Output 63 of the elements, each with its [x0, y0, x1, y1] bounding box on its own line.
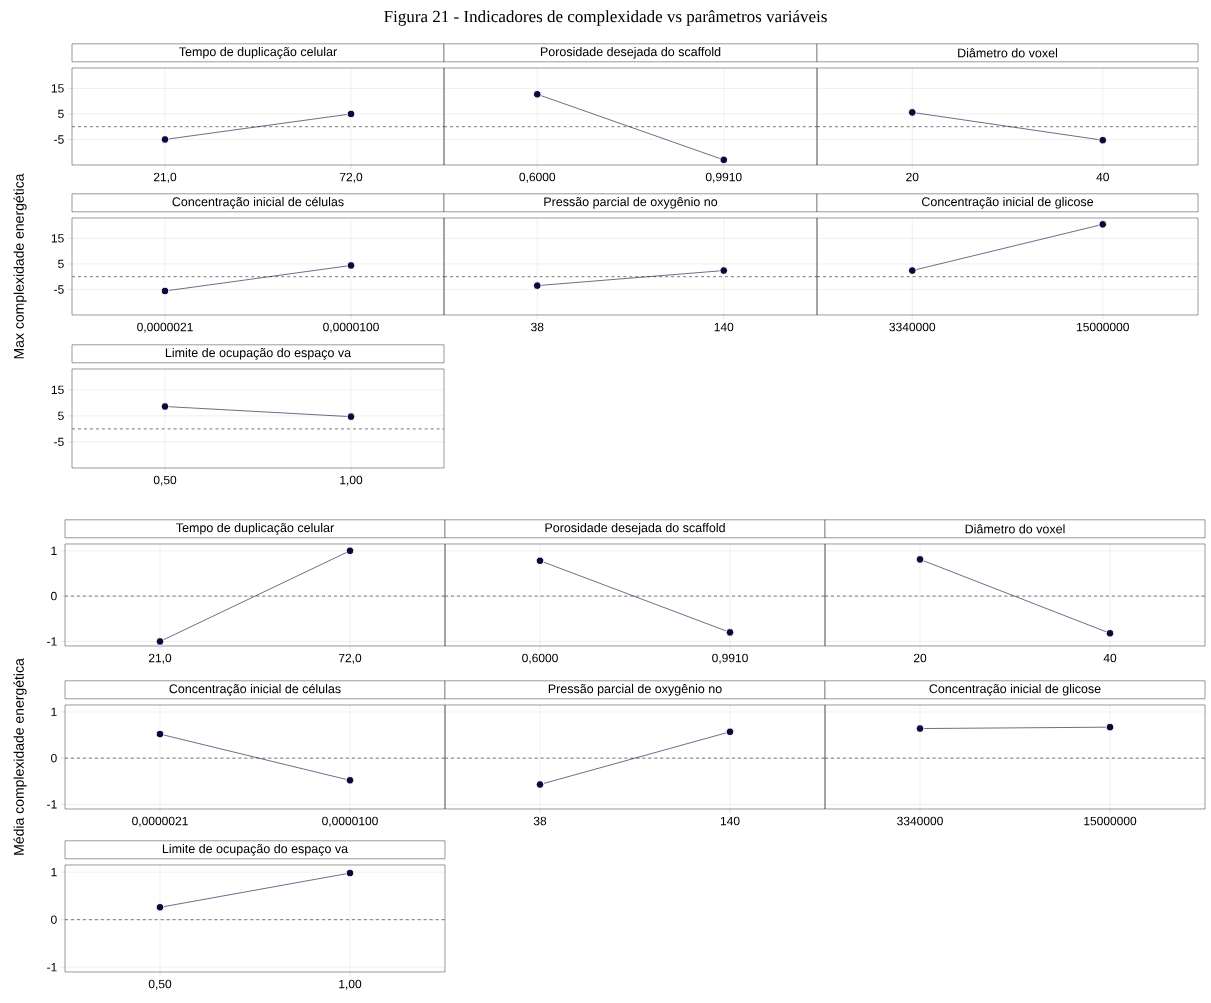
y-tick-label: 15	[51, 84, 64, 93]
chart-title: Diâmetro do voxel	[965, 524, 1065, 534]
chart-title: Pressão parcial de oxygênio no	[548, 683, 722, 696]
chart-title: Tempo de duplicação celular	[179, 46, 337, 59]
x-tick-label: 38	[531, 322, 544, 332]
x-tick-label: 0,50	[153, 475, 177, 486]
chart-title: Concentração inicial de glicose	[929, 683, 1101, 696]
x-tick-label: 38	[533, 816, 547, 826]
x-tick-label: 1,00	[340, 475, 363, 486]
chart-title: Porosidade desejada do scaffold	[545, 522, 725, 535]
x-tick-label: 21,0	[148, 653, 172, 664]
y-tick-label: -1	[47, 963, 57, 972]
chart-title: Tempo de duplicação celular	[176, 522, 334, 535]
y-tick-label: -5	[54, 437, 64, 447]
x-tick-label: 0,0000021	[132, 816, 188, 827]
y-tick-label: 1	[51, 868, 57, 877]
x-tick-label: 0,0000100	[322, 816, 378, 827]
chart-title: Concentração inicial de glicose	[921, 196, 1094, 209]
x-tick-label: 0,50	[148, 979, 172, 990]
x-tick-label: 72,0	[338, 653, 362, 664]
x-tick-label: 0,6000	[519, 172, 556, 183]
chart-title: Pressão parcial de oxygênio no	[544, 196, 718, 209]
chart-title: Limite de ocupação do espaço va	[165, 347, 352, 360]
x-tick-label: 140	[720, 816, 740, 826]
chart-title: Diâmetro do voxel	[958, 48, 1058, 58]
y-tick-label: -1	[47, 800, 57, 809]
x-tick-label: 20	[906, 172, 919, 182]
y-tick-label: 15	[51, 385, 64, 395]
y-axis-title: Média complexidade energética	[13, 658, 27, 855]
chart-title: Concentração inicial de células	[172, 196, 344, 209]
y-tick-label: 1	[51, 707, 57, 717]
chart-title: Limite de ocupação do espaço va	[162, 843, 349, 856]
y-tick-label: 1	[51, 546, 57, 555]
x-tick-label: 0,9910	[705, 172, 742, 183]
x-tick-label: 1,00	[339, 979, 362, 990]
chart-title: Concentração inicial de células	[169, 683, 341, 696]
y-tick-label: -1	[47, 637, 57, 646]
x-tick-label: 0,0000100	[323, 322, 379, 333]
x-tick-label: 140	[714, 322, 734, 332]
x-tick-label: 15000000	[1076, 322, 1129, 332]
x-tick-label: 0,9910	[712, 653, 748, 664]
x-tick-label: 0,0000021	[137, 322, 193, 333]
text: Figura 21 - Indicadores de complexidade vs parâmetros variáveis	[384, 10, 827, 26]
x-tick-label: 3340000	[897, 816, 943, 826]
y-tick-label: 5	[58, 259, 64, 269]
x-tick-label: 40	[1096, 172, 1109, 182]
x-tick-label: 15000000	[1084, 816, 1137, 826]
x-tick-label: 20	[913, 653, 927, 663]
x-tick-label: 0,6000	[522, 653, 558, 664]
y-tick-label: 5	[58, 411, 64, 421]
y-tick-label: -5	[54, 285, 64, 294]
y-tick-label: 0	[51, 915, 57, 924]
y-tick-label: 5	[58, 109, 64, 119]
y-tick-label: -5	[54, 135, 64, 144]
y-tick-label: 0	[51, 753, 57, 763]
x-tick-label: 21,0	[153, 172, 177, 183]
x-tick-label: 40	[1103, 653, 1117, 663]
x-tick-label: 72,0	[339, 172, 363, 183]
chart-title: Porosidade desejada do scaffold	[540, 46, 721, 59]
y-axis-title: Max complexidade energética	[13, 173, 27, 359]
y-tick-label: 15	[51, 234, 64, 243]
y-tick-label: 0	[51, 591, 57, 601]
x-tick-label: 3340000	[889, 322, 936, 332]
